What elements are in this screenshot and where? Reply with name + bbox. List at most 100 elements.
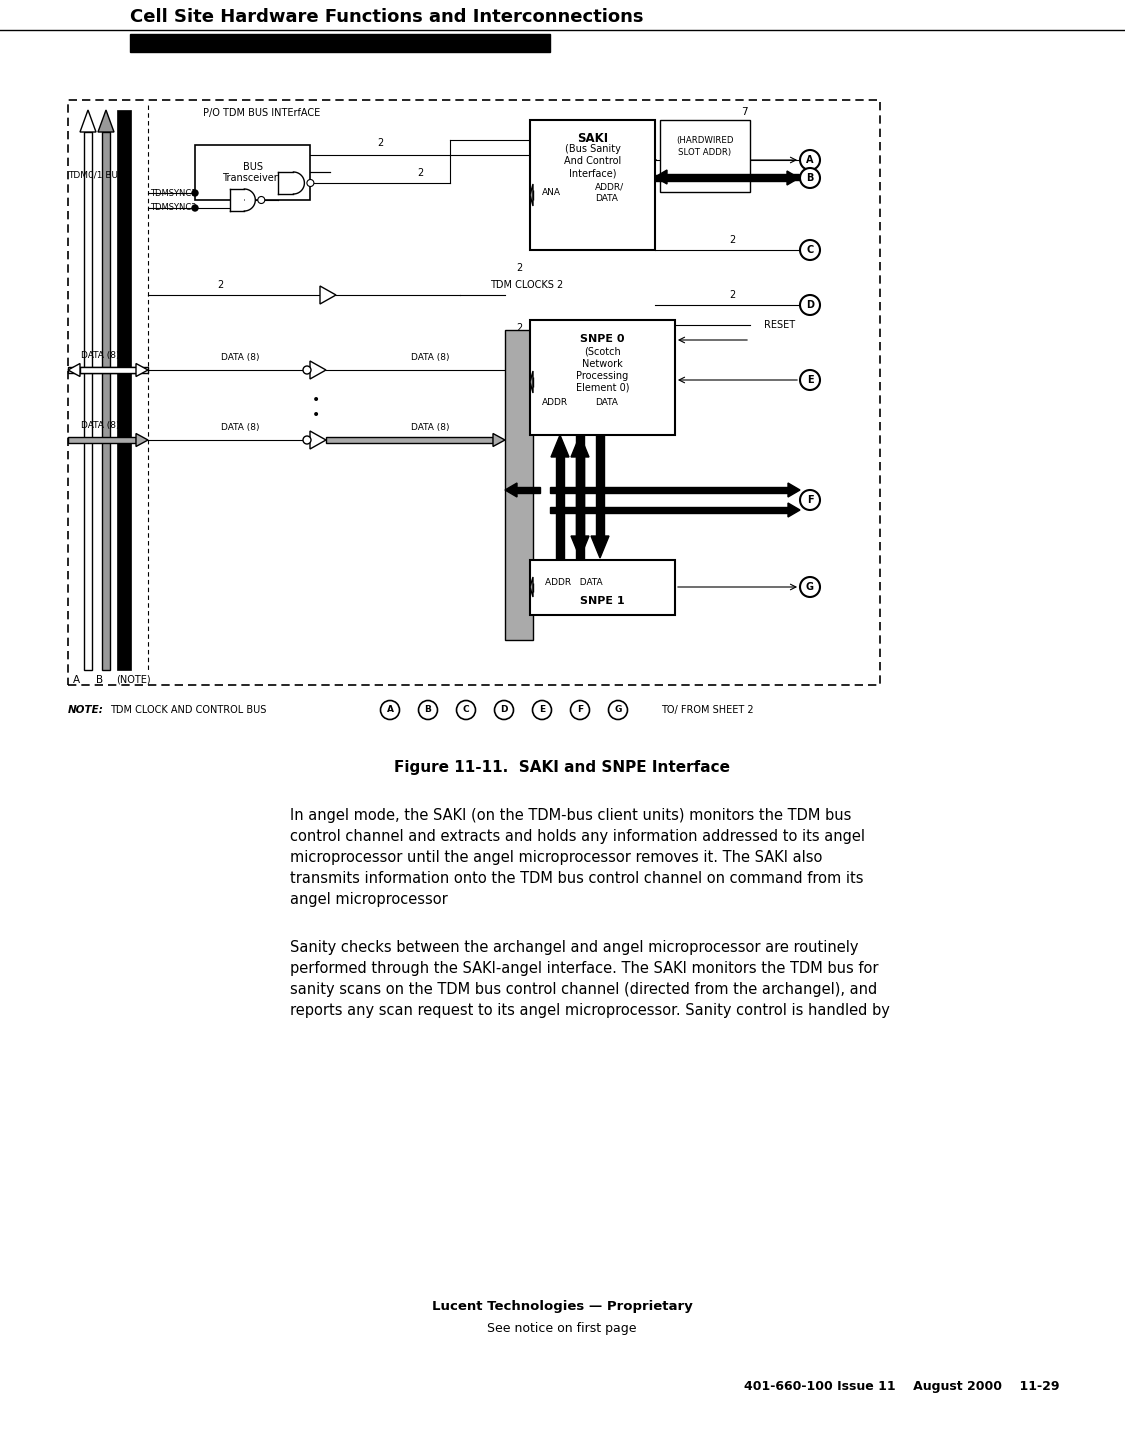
Text: (HARDWIRED: (HARDWIRED (676, 136, 734, 144)
Text: TDMSYNC1: TDMSYNC1 (150, 189, 197, 197)
Bar (530, 120, 655, 250)
Text: And Control: And Control (564, 156, 621, 166)
Text: Lucent Technologies — Proprietary: Lucent Technologies — Proprietary (432, 1300, 692, 1313)
Text: 4: 4 (650, 174, 657, 184)
Bar (576, 435, 584, 536)
Text: DATA: DATA (595, 194, 618, 203)
Polygon shape (68, 363, 80, 376)
Polygon shape (530, 576, 533, 596)
Bar (530, 561, 675, 615)
Bar (117, 110, 130, 671)
Text: P/O TDM BUS INTErfACE: P/O TDM BUS INTErfACE (202, 109, 321, 119)
Bar (576, 458, 584, 581)
Text: 2: 2 (516, 263, 522, 273)
Text: 2: 2 (729, 235, 736, 245)
Circle shape (303, 436, 310, 443)
Bar (68, 368, 136, 373)
Text: BUS
Transceivers: BUS Transceivers (222, 162, 284, 183)
Bar (550, 486, 788, 493)
Bar (80, 368, 148, 373)
Text: DATA (8): DATA (8) (81, 350, 119, 360)
Text: (Bus Sanity: (Bus Sanity (565, 144, 621, 154)
Circle shape (532, 701, 551, 719)
Circle shape (303, 366, 310, 375)
Text: F: F (807, 495, 813, 505)
Polygon shape (310, 430, 326, 449)
Bar (596, 435, 604, 536)
Polygon shape (788, 503, 800, 518)
Text: G: G (614, 705, 622, 715)
Text: Network: Network (582, 359, 623, 369)
Polygon shape (788, 483, 800, 498)
Polygon shape (572, 536, 590, 558)
Text: •: • (312, 408, 321, 422)
Text: NOTE:: NOTE: (68, 705, 104, 715)
Bar (505, 330, 533, 641)
Polygon shape (136, 363, 148, 376)
Text: B: B (424, 705, 432, 715)
Polygon shape (530, 184, 533, 206)
Text: B: B (807, 173, 813, 183)
Text: Cell Site Hardware Functions and Interconnections: Cell Site Hardware Functions and Interco… (130, 9, 644, 26)
Bar (68, 100, 880, 685)
Polygon shape (98, 110, 114, 132)
Circle shape (800, 370, 820, 390)
Polygon shape (310, 360, 326, 379)
Text: C: C (462, 705, 469, 715)
Text: A: A (72, 675, 80, 685)
Bar (655, 174, 788, 182)
Bar (102, 132, 109, 671)
Polygon shape (788, 172, 799, 184)
Polygon shape (551, 435, 569, 458)
Polygon shape (591, 536, 609, 558)
Polygon shape (530, 370, 533, 393)
Bar (530, 320, 675, 435)
Bar (326, 438, 493, 443)
Bar (130, 34, 550, 51)
Polygon shape (136, 433, 148, 446)
Text: TDM CLOCK AND CONTROL BUS: TDM CLOCK AND CONTROL BUS (110, 705, 267, 715)
Bar (660, 120, 750, 192)
Text: SLOT ADDR): SLOT ADDR) (678, 147, 731, 157)
Text: See notice on first page: See notice on first page (487, 1321, 637, 1336)
Circle shape (192, 190, 198, 196)
Text: In angel mode, the SAKI (on the TDM-bus client units) monitors the TDM bus
contr: In angel mode, the SAKI (on the TDM-bus … (290, 808, 865, 907)
Text: (Scotch: (Scotch (584, 347, 621, 358)
Polygon shape (319, 286, 336, 305)
Text: RESET: RESET (764, 320, 795, 330)
Text: TDM CLOCKS 2: TDM CLOCKS 2 (490, 280, 564, 290)
Text: 401-660-100 Issue 11    August 2000    11-29: 401-660-100 Issue 11 August 2000 11-29 (745, 1380, 1060, 1393)
Polygon shape (572, 435, 590, 458)
Polygon shape (655, 170, 667, 184)
Text: TDM0/1 BUS: TDM0/1 BUS (68, 170, 124, 180)
Text: C: C (807, 245, 813, 255)
Text: Interface): Interface) (569, 167, 616, 177)
Text: F: F (577, 705, 583, 715)
Text: SAKI: SAKI (577, 132, 608, 144)
Text: ADDR: ADDR (542, 398, 568, 408)
Text: DATA (8): DATA (8) (411, 353, 449, 362)
Circle shape (609, 701, 628, 719)
Text: (NOTE): (NOTE) (116, 675, 151, 685)
Text: SNPE 0: SNPE 0 (580, 335, 624, 345)
Text: D: D (501, 705, 507, 715)
Circle shape (307, 180, 314, 186)
Text: D: D (806, 300, 814, 310)
Text: A: A (387, 705, 394, 715)
Polygon shape (493, 433, 505, 446)
Bar (556, 458, 564, 581)
Circle shape (800, 167, 820, 187)
Text: Figure 11-11.  SAKI and SNPE Interface: Figure 11-11. SAKI and SNPE Interface (394, 759, 730, 775)
Text: E: E (807, 375, 813, 385)
Circle shape (258, 196, 264, 203)
Bar (518, 486, 540, 493)
Text: ADDR   DATA: ADDR DATA (544, 578, 603, 586)
Text: Sanity checks between the archangel and angel microprocessor are routinely
perfo: Sanity checks between the archangel and … (290, 940, 890, 1018)
Text: 7: 7 (741, 107, 748, 117)
Text: •: • (312, 393, 321, 408)
Text: 2: 2 (417, 167, 423, 177)
Text: G: G (806, 582, 814, 592)
Polygon shape (229, 189, 255, 212)
Circle shape (192, 204, 198, 212)
Circle shape (570, 701, 590, 719)
